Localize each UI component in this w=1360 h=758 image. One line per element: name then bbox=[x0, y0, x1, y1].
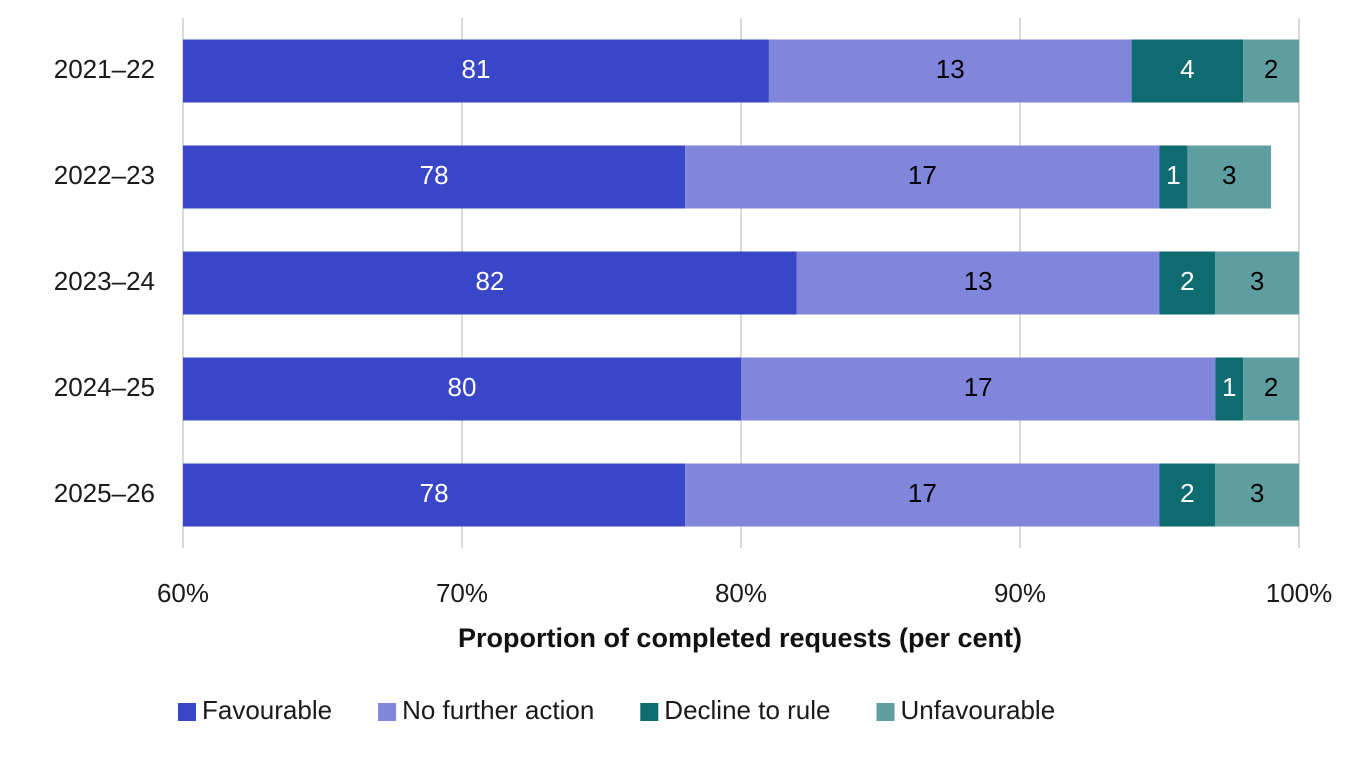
x-tick-label: 80% bbox=[715, 578, 767, 608]
legend-label: Unfavourable bbox=[901, 695, 1056, 725]
y-tick-label: 2023–24 bbox=[54, 266, 155, 296]
y-tick-label: 2024–25 bbox=[54, 372, 155, 402]
value-label: 2 bbox=[1264, 54, 1278, 84]
value-label: 1 bbox=[1222, 372, 1236, 402]
x-tick-label: 100% bbox=[1266, 578, 1333, 608]
bar-segment bbox=[796, 251, 1160, 315]
x-tick-label: 90% bbox=[994, 578, 1046, 608]
bar-segment bbox=[1159, 145, 1188, 209]
bar-segment bbox=[1131, 39, 1244, 103]
value-label: 13 bbox=[964, 266, 993, 296]
legend-swatch bbox=[178, 703, 196, 721]
y-tick-label: 2022–23 bbox=[54, 160, 155, 190]
value-label: 82 bbox=[475, 266, 504, 296]
bar-segment bbox=[741, 357, 1216, 421]
value-label: 81 bbox=[461, 54, 490, 84]
value-label: 17 bbox=[964, 372, 993, 402]
bar-segment bbox=[1215, 357, 1244, 421]
value-label: 2 bbox=[1180, 478, 1194, 508]
bar-segment bbox=[1243, 357, 1299, 421]
value-label: 3 bbox=[1250, 478, 1264, 508]
value-label: 78 bbox=[420, 478, 449, 508]
x-tick-label: 60% bbox=[157, 578, 209, 608]
value-label: 3 bbox=[1222, 160, 1236, 190]
bar-segment bbox=[1215, 251, 1299, 315]
value-label: 1 bbox=[1166, 160, 1180, 190]
y-tick-label: 2025–26 bbox=[54, 478, 155, 508]
x-tick-label: 70% bbox=[436, 578, 488, 608]
value-label: 17 bbox=[908, 160, 937, 190]
bar-segment bbox=[183, 39, 769, 103]
value-label: 3 bbox=[1250, 266, 1264, 296]
legend-label: No further action bbox=[402, 695, 594, 725]
bar-segment bbox=[768, 39, 1132, 103]
legend-swatch bbox=[378, 703, 397, 721]
bar-segment bbox=[685, 145, 1160, 209]
value-label: 80 bbox=[448, 372, 477, 402]
bar-segment bbox=[183, 357, 741, 421]
legend-label: Decline to rule bbox=[664, 695, 830, 725]
bar-segment bbox=[1159, 251, 1216, 315]
bar-segment bbox=[685, 463, 1160, 527]
bar-segment bbox=[183, 145, 686, 209]
value-label: 78 bbox=[420, 160, 449, 190]
bar-segment bbox=[1159, 463, 1216, 527]
legend: Favourable No further action Decline to ru… bbox=[178, 695, 1055, 725]
value-label: 2 bbox=[1180, 266, 1194, 296]
bar-segment bbox=[183, 463, 686, 527]
bar-segment bbox=[1243, 39, 1299, 103]
x-axis-title: Proportion of completed requests (per ce… bbox=[458, 623, 1022, 653]
legend-label: Favourable bbox=[202, 695, 332, 725]
bar-segment bbox=[183, 251, 797, 315]
value-label: 17 bbox=[908, 478, 937, 508]
value-label: 13 bbox=[936, 54, 965, 84]
legend-swatch bbox=[876, 703, 895, 721]
legend-swatch bbox=[640, 703, 659, 721]
bar-segment bbox=[1187, 145, 1272, 209]
y-tick-label: 2021–22 bbox=[54, 54, 155, 84]
bar-segment bbox=[1215, 463, 1299, 527]
value-label: 4 bbox=[1180, 54, 1194, 84]
value-label: 2 bbox=[1264, 372, 1278, 402]
bars bbox=[183, 39, 1299, 527]
